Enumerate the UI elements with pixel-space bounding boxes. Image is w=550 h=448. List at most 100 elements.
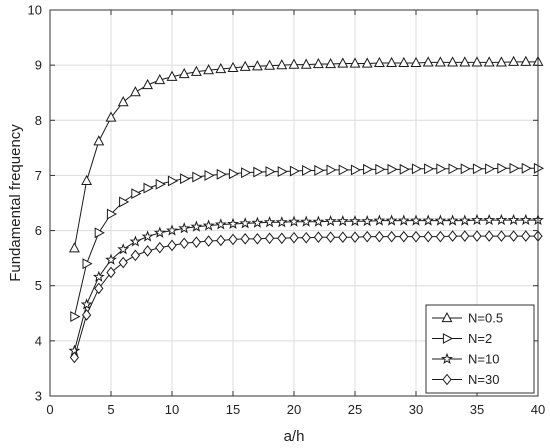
data-point bbox=[117, 243, 130, 255]
data-point bbox=[227, 61, 239, 72]
data-point bbox=[338, 164, 349, 176]
data-point bbox=[119, 196, 130, 208]
data-point bbox=[363, 163, 374, 175]
data-point bbox=[472, 163, 484, 175]
data-point bbox=[460, 230, 470, 242]
data-point bbox=[142, 78, 154, 90]
data-point bbox=[313, 231, 324, 243]
data-point bbox=[397, 214, 410, 226]
data-point bbox=[495, 213, 508, 226]
data-point bbox=[141, 230, 154, 242]
data-point bbox=[227, 217, 239, 230]
data-point bbox=[472, 230, 482, 242]
data-point bbox=[314, 165, 325, 176]
legend-label: N=2 bbox=[468, 331, 492, 346]
data-point bbox=[349, 57, 361, 68]
y-axis-label: Fundamental frequency bbox=[7, 124, 24, 282]
data-point bbox=[252, 233, 263, 245]
data-point bbox=[434, 56, 446, 67]
data-point bbox=[434, 214, 447, 226]
data-point bbox=[312, 57, 324, 69]
data-point bbox=[153, 226, 166, 238]
x-tick-label: 40 bbox=[531, 402, 545, 417]
data-point bbox=[130, 249, 141, 262]
data-point bbox=[336, 214, 349, 227]
data-point bbox=[398, 56, 410, 68]
data-point bbox=[105, 253, 117, 265]
data-point bbox=[386, 230, 397, 243]
data-point bbox=[446, 214, 459, 226]
data-point bbox=[275, 216, 288, 228]
data-point bbox=[325, 57, 337, 69]
y-tick-label: 8 bbox=[35, 113, 42, 128]
data-point bbox=[508, 55, 520, 66]
data-point bbox=[167, 175, 179, 187]
data-point bbox=[387, 163, 398, 175]
data-point bbox=[105, 111, 117, 122]
data-point bbox=[277, 232, 287, 245]
data-point bbox=[277, 166, 288, 178]
data-point bbox=[374, 230, 385, 243]
data-point bbox=[143, 182, 154, 194]
data-point bbox=[288, 58, 300, 69]
data-point bbox=[81, 309, 92, 321]
data-point bbox=[265, 166, 276, 178]
x-tick-label: 15 bbox=[226, 402, 240, 417]
data-point bbox=[312, 215, 325, 227]
data-point bbox=[337, 57, 349, 68]
data-point bbox=[204, 169, 215, 181]
legend-marker bbox=[441, 352, 453, 365]
data-point bbox=[203, 64, 215, 75]
data-point bbox=[155, 241, 165, 254]
data-point bbox=[447, 56, 459, 67]
data-point bbox=[82, 258, 93, 270]
series-0 bbox=[68, 55, 544, 253]
data-point bbox=[106, 266, 116, 279]
legend-item: N=10 bbox=[432, 352, 499, 367]
data-point bbox=[300, 58, 312, 69]
series-1 bbox=[70, 162, 545, 323]
y-tick-label: 10 bbox=[28, 3, 42, 18]
data-point bbox=[214, 218, 227, 230]
data-point bbox=[80, 298, 93, 310]
data-point bbox=[422, 214, 435, 226]
data-point bbox=[326, 164, 337, 176]
grid bbox=[50, 10, 538, 396]
x-axis-label: a/h bbox=[284, 428, 305, 445]
data-point bbox=[228, 233, 238, 246]
data-point bbox=[94, 282, 104, 295]
x-tick-label: 10 bbox=[165, 402, 179, 417]
data-point bbox=[373, 56, 385, 68]
data-point bbox=[483, 56, 495, 67]
data-point bbox=[533, 162, 545, 174]
data-point bbox=[436, 163, 447, 175]
data-point bbox=[240, 233, 250, 245]
x-tick-label: 25 bbox=[348, 402, 362, 417]
data-point bbox=[361, 214, 374, 227]
legend-marker bbox=[441, 311, 453, 323]
data-point bbox=[424, 163, 435, 175]
data-point bbox=[362, 230, 372, 243]
data-point bbox=[520, 55, 532, 66]
data-point bbox=[142, 245, 153, 257]
legend: N=0.5 N=2 N=10 N=30 bbox=[425, 304, 535, 394]
data-point bbox=[301, 231, 311, 244]
data-point bbox=[81, 174, 93, 186]
data-point bbox=[131, 188, 142, 200]
data-point bbox=[375, 163, 386, 175]
y-tick-label: 7 bbox=[35, 168, 42, 183]
data-point bbox=[228, 168, 240, 180]
data-point bbox=[192, 171, 203, 183]
data-point bbox=[459, 56, 471, 67]
legend-label: N=30 bbox=[468, 372, 499, 387]
data-point bbox=[386, 56, 398, 68]
data-point bbox=[325, 231, 336, 243]
data-point bbox=[216, 168, 227, 180]
data-point bbox=[93, 135, 105, 146]
data-point bbox=[350, 231, 360, 243]
data-point bbox=[129, 235, 142, 247]
data-point bbox=[155, 178, 166, 190]
x-tick-label: 35 bbox=[470, 402, 484, 417]
data-point bbox=[471, 213, 483, 226]
